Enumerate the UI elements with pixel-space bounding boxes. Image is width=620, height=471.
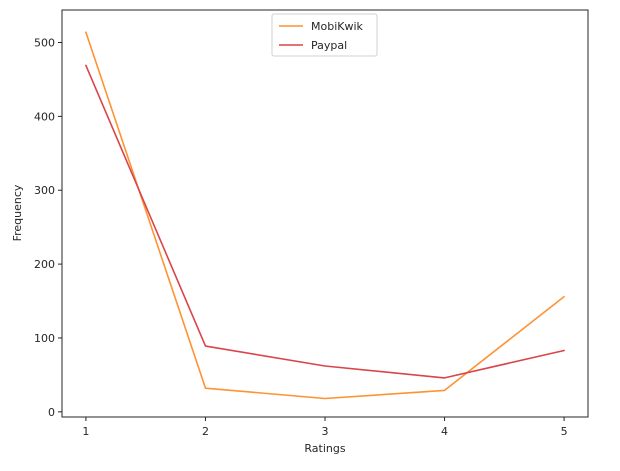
series-lines xyxy=(85,31,565,400)
y-tick-label: 400 xyxy=(34,110,55,123)
x-tick-label: 1 xyxy=(82,425,89,438)
x-tick-label: 3 xyxy=(322,425,329,438)
legend-label: Paypal xyxy=(311,39,347,52)
x-axis-ticks: 1 2 3 4 5 xyxy=(82,417,568,438)
y-tick-label: 200 xyxy=(34,258,55,271)
y-axis-ticks: 0 100 200 300 400 500 xyxy=(34,37,62,419)
legend: MobiKwik Paypal xyxy=(271,13,378,57)
x-tick-label: 4 xyxy=(441,425,448,438)
y-tick-label: 500 xyxy=(34,37,55,50)
y-tick-label: 0 xyxy=(48,406,55,419)
plot-frame xyxy=(61,9,589,418)
legend-label: MobiKwik xyxy=(311,20,364,33)
y-tick-label: 100 xyxy=(34,332,55,345)
series-line-mobikwik xyxy=(85,31,565,400)
y-axis-label: Frequency xyxy=(11,184,24,241)
x-tick-label: 2 xyxy=(202,425,209,438)
y-tick-label: 300 xyxy=(34,184,55,197)
x-axis-label: Ratings xyxy=(304,442,345,455)
x-tick-label: 5 xyxy=(561,425,568,438)
series-line-paypal xyxy=(85,64,565,379)
